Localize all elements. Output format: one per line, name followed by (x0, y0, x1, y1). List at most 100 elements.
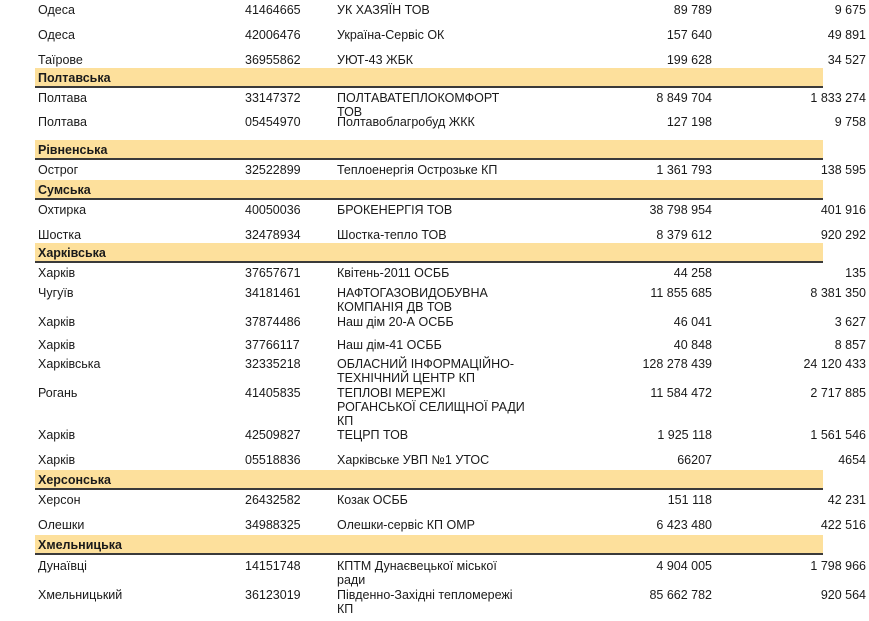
cell-edrpou-code: 37657671 (245, 266, 301, 280)
region-name: Сумська (38, 183, 91, 197)
region-name: Херсонська (38, 473, 111, 487)
table-row: Олешки 34988325 Олешки-сервіс КП ОМР 6 4… (0, 518, 866, 532)
cell-edrpou-code: 42509827 (245, 428, 301, 442)
cell-amount-2: 3 627 (834, 315, 866, 329)
cell-amount-1: 6 423 480 (656, 518, 712, 532)
table-row: Одеса 41464665 УК ХАЗЯЇН ТОВ 89 789 9 67… (0, 3, 866, 17)
cell-edrpou-code: 33147372 (245, 91, 301, 105)
table-row: Херсон 26432582 Козак ОСББ 151 118 42 23… (0, 493, 866, 507)
cell-edrpou-code: 05518836 (245, 453, 301, 467)
cell-amount-2: 138 595 (820, 163, 866, 177)
cell-amount-2: 8 381 350 (810, 286, 866, 300)
cell-city: Одеса (38, 3, 75, 17)
cell-company-name: Олешки-сервіс КП ОМР (337, 518, 475, 532)
cell-city: Шостка (38, 228, 82, 242)
table-row: Полтава 05454970 Полтавоблагробуд ЖКК 12… (0, 115, 866, 129)
cell-company-name: УЮТ-43 ЖБК (337, 53, 414, 67)
cell-edrpou-code: 41464665 (245, 3, 301, 17)
cell-amount-2: 401 916 (820, 203, 866, 217)
table-row: Харків 05518836 Харківське УВП №1 УТОС 6… (0, 453, 866, 467)
table-row: Харків 37766117 Наш дім-41 ОСББ 40 848 8… (0, 338, 866, 352)
cell-amount-2: 920 564 (820, 588, 866, 602)
cell-city: Чугуїв (38, 286, 74, 300)
cell-amount-2: 135 (845, 266, 866, 280)
cell-company-name: НАФТОГАЗОВИДОБУВНА КОМПАНІЯ ДВ ТОВ (337, 286, 488, 314)
cell-amount-1: 1 361 793 (656, 163, 712, 177)
cell-city: Таїрове (38, 53, 83, 67)
cell-edrpou-code: 34181461 (245, 286, 301, 300)
cell-city: Харків (38, 338, 76, 352)
cell-amount-1: 38 798 954 (649, 203, 712, 217)
cell-amount-2: 34 527 (827, 53, 866, 67)
table-row: Харків 37657671 Квітень-2011 ОСББ 44 258… (0, 266, 866, 280)
cell-amount-1: 46 041 (673, 315, 712, 329)
cell-amount-2: 422 516 (820, 518, 866, 532)
table-row: Рогань 41405835 ТЕПЛОВІ МЕРЕЖІ РОГАНСЬКО… (0, 386, 866, 428)
cell-edrpou-code: 32478934 (245, 228, 301, 242)
cell-amount-1: 127 198 (666, 115, 712, 129)
cell-city: Херсон (38, 493, 81, 507)
cell-edrpou-code: 26432582 (245, 493, 301, 507)
cell-edrpou-code: 40050036 (245, 203, 301, 217)
cell-city: Харків (38, 453, 76, 467)
cell-amount-1: 8 379 612 (656, 228, 712, 242)
cell-amount-1: 128 278 439 (642, 357, 712, 371)
cell-company-name: Квітень-2011 ОСББ (337, 266, 450, 280)
cell-edrpou-code: 42006476 (245, 28, 301, 42)
cell-company-name: ОБЛАСНИЙ ІНФОРМАЦІЙНО- ТЕХНІЧНИЙ ЦЕНТР К… (337, 357, 514, 385)
cell-amount-2: 4654 (838, 453, 866, 467)
table-row: Таїрове 36955862 УЮТ-43 ЖБК 199 628 34 5… (0, 53, 866, 67)
cell-edrpou-code: 37874486 (245, 315, 301, 329)
region-header-row: Хмельницька (35, 535, 823, 555)
cell-amount-2: 9 758 (834, 115, 866, 129)
cell-company-name: Наш дім-41 ОСББ (337, 338, 442, 352)
cell-city: Харків (38, 266, 76, 280)
region-header-row: Рівненська (35, 140, 823, 160)
cell-edrpou-code: 32522899 (245, 163, 301, 177)
table-row: Охтирка 40050036 БРОКЕНЕРГІЯ ТОВ 38 798 … (0, 203, 866, 217)
region-name: Харківська (38, 246, 106, 260)
cell-amount-2: 8 857 (834, 338, 866, 352)
region-header-row: Сумська (35, 180, 823, 200)
region-name: Рівненська (38, 143, 108, 157)
table-row: Чугуїв 34181461 НАФТОГАЗОВИДОБУВНА КОМПА… (0, 286, 866, 314)
cell-amount-1: 66207 (677, 453, 712, 467)
table-row: Шостка 32478934 Шостка-тепло ТОВ 8 379 6… (0, 228, 866, 242)
cell-company-name: ТЕПЛОВІ МЕРЕЖІ РОГАНСЬКОЇ СЕЛИЩНОЇ РАДИ … (337, 386, 525, 428)
cell-amount-1: 1 925 118 (657, 428, 712, 442)
cell-amount-2: 1 833 274 (810, 91, 866, 105)
cell-company-name: Південно-Західні тепломережі КП (337, 588, 513, 616)
table-row: Одеса 42006476 Україна-Сервіс ОК 157 640… (0, 28, 866, 42)
cell-company-name: Харківське УВП №1 УТОС (337, 453, 490, 467)
cell-city: Рогань (38, 386, 78, 400)
cell-amount-1: 11 584 472 (650, 386, 712, 400)
cell-city: Харків (38, 315, 76, 329)
cell-amount-2: 1 798 966 (810, 559, 866, 573)
cell-city: Харківська (38, 357, 101, 371)
cell-amount-1: 151 118 (667, 493, 712, 507)
cell-city: Одеса (38, 28, 75, 42)
cell-city: Харків (38, 428, 76, 442)
cell-amount-1: 40 848 (673, 338, 712, 352)
cell-company-name: Україна-Сервіс ОК (337, 28, 445, 42)
cell-company-name: ТЕЦРП ТОВ (337, 428, 409, 442)
cell-amount-1: 89 789 (673, 3, 712, 17)
cell-company-name: ПОЛТАВАТЕПЛОКОМФОРТ ТОВ (337, 91, 500, 119)
cell-amount-2: 1 561 546 (810, 428, 866, 442)
cell-company-name: Теплоенергія Острозьке КП (337, 163, 498, 177)
cell-edrpou-code: 36123019 (245, 588, 301, 602)
cell-city: Дунаївці (38, 559, 87, 573)
cell-company-name: КПТМ Дунаєвецької міської ради (337, 559, 497, 587)
cell-edrpou-code: 37766117 (245, 338, 300, 352)
cell-amount-2: 49 891 (827, 28, 866, 42)
cell-amount-1: 85 662 782 (649, 588, 712, 602)
table-row: Полтава 33147372 ПОЛТАВАТЕПЛОКОМФОРТ ТОВ… (0, 91, 866, 119)
region-header-row: Харківська (35, 243, 823, 263)
region-name: Полтавська (38, 71, 111, 85)
cell-edrpou-code: 41405835 (245, 386, 301, 400)
cell-amount-2: 9 675 (834, 3, 866, 17)
cell-amount-2: 920 292 (820, 228, 866, 242)
table-row: Харків 37874486 Наш дім 20-А ОСББ 46 041… (0, 315, 866, 329)
region-header-row: Херсонська (35, 470, 823, 490)
cell-edrpou-code: 05454970 (245, 115, 301, 129)
